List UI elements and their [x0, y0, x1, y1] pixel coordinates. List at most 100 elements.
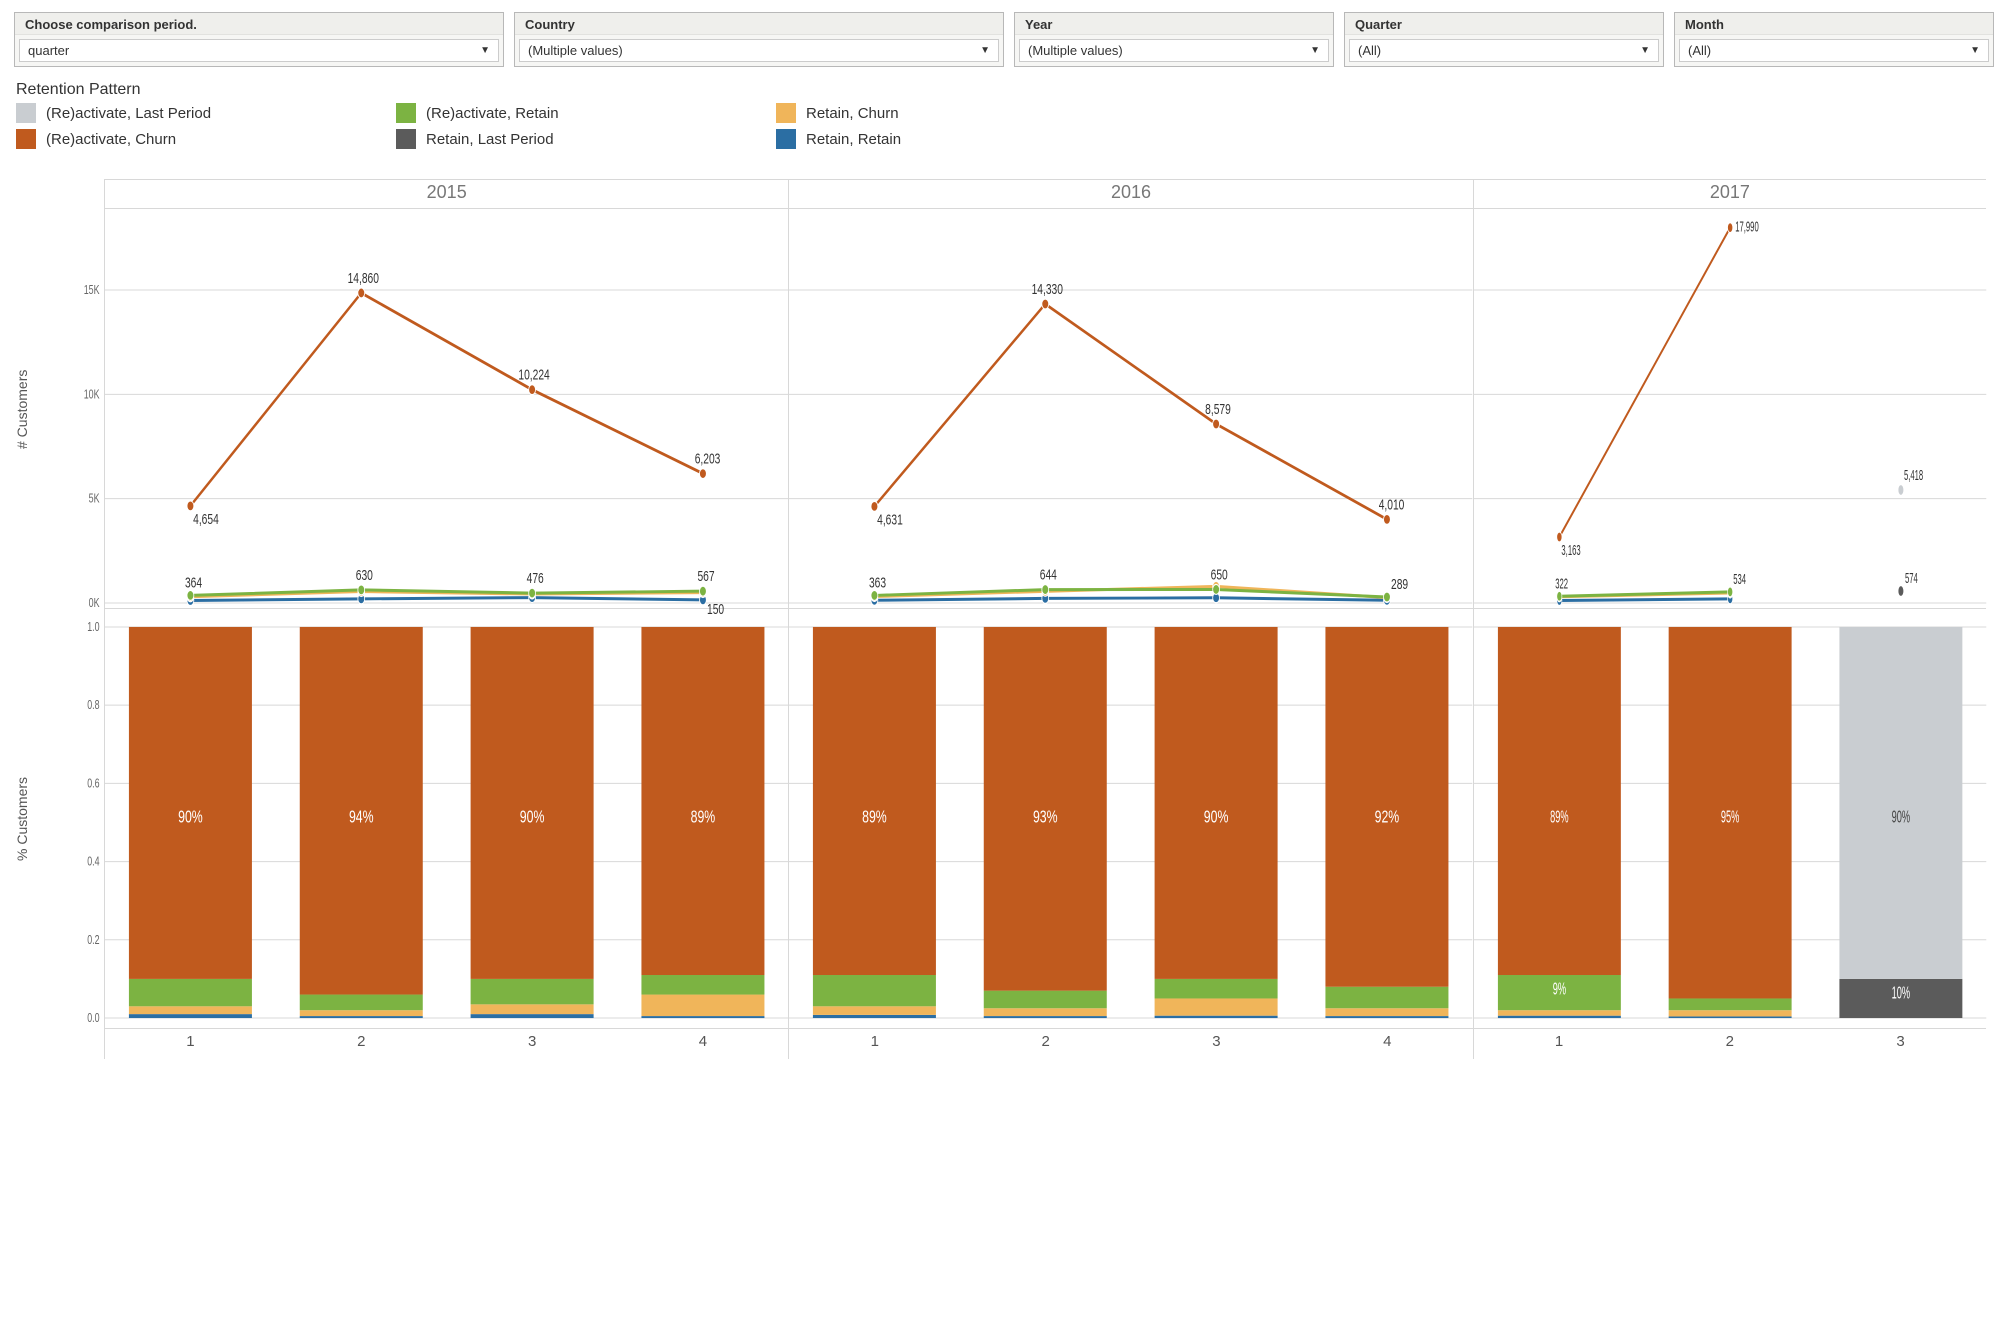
- svg-text:0.8: 0.8: [87, 699, 99, 713]
- svg-text:90%: 90%: [178, 807, 203, 827]
- filter-country: Country (Multiple values) ▼: [514, 12, 1004, 67]
- legend-item[interactable]: Retain, Retain: [776, 129, 1136, 149]
- filter-quarter: Quarter (All) ▼: [1344, 12, 1664, 67]
- year-header-row: 201520162017: [104, 179, 1986, 209]
- svg-text:10,224: 10,224: [518, 366, 549, 384]
- line-panel-2017: 5,4185743,16317,990322534: [1473, 209, 1986, 609]
- legend-item[interactable]: (Re)activate, Churn: [16, 129, 376, 149]
- svg-text:630: 630: [356, 566, 373, 584]
- legend-item[interactable]: Retain, Last Period: [396, 129, 756, 149]
- x-tick: 2: [1644, 1029, 1815, 1059]
- bar-panel-2015: 0.00.20.40.60.81.090%94%90%89%: [104, 609, 788, 1029]
- legend-title: Retention Pattern: [16, 81, 1986, 99]
- filter-month: Month (All) ▼: [1674, 12, 1994, 67]
- legend-swatch: [776, 129, 796, 149]
- filter-label: Choose comparison period.: [15, 13, 503, 35]
- svg-text:1.0: 1.0: [87, 620, 99, 634]
- filter-label: Quarter: [1345, 13, 1663, 35]
- filter-label: Year: [1015, 13, 1333, 35]
- legend-label: (Re)activate, Retain: [426, 105, 559, 122]
- svg-text:10%: 10%: [1891, 983, 1910, 1003]
- svg-text:90%: 90%: [1204, 807, 1229, 827]
- filter-label: Month: [1675, 13, 1993, 35]
- legend-label: Retain, Retain: [806, 131, 901, 148]
- filter-dropdown[interactable]: (All) ▼: [1349, 39, 1659, 62]
- filter-dropdown[interactable]: (Multiple values) ▼: [1019, 39, 1329, 62]
- svg-text:4,631: 4,631: [878, 510, 904, 528]
- svg-text:17,990: 17,990: [1735, 218, 1759, 236]
- legend-item[interactable]: Retain, Churn: [776, 103, 1136, 123]
- svg-text:364: 364: [185, 573, 202, 591]
- svg-text:574: 574: [1905, 569, 1918, 587]
- svg-text:3,163: 3,163: [1561, 541, 1580, 559]
- filter-dropdown[interactable]: (All) ▼: [1679, 39, 1989, 62]
- svg-text:90%: 90%: [520, 807, 545, 827]
- svg-text:0.6: 0.6: [87, 777, 99, 791]
- svg-text:94%: 94%: [349, 807, 374, 827]
- svg-text:476: 476: [527, 569, 544, 587]
- svg-text:8,579: 8,579: [1206, 400, 1232, 418]
- svg-text:14,860: 14,860: [348, 269, 379, 287]
- filter-value: (Multiple values): [528, 43, 623, 58]
- svg-text:289: 289: [1391, 575, 1408, 593]
- svg-text:6,203: 6,203: [695, 450, 721, 468]
- chevron-down-icon: ▼: [1640, 45, 1650, 56]
- bar-panel-2017: 89%9%95%90%10%: [1473, 609, 1986, 1029]
- svg-text:89%: 89%: [1550, 807, 1569, 827]
- filter-value: (All): [1688, 43, 1711, 58]
- legend-label: Retain, Churn: [806, 105, 899, 122]
- svg-text:4,654: 4,654: [193, 510, 219, 528]
- legend-swatch: [16, 103, 36, 123]
- legend-swatch: [16, 129, 36, 149]
- svg-text:10K: 10K: [84, 388, 100, 402]
- svg-text:567: 567: [697, 567, 714, 585]
- line-panel-2015: 0K5K10K15K4,65414,86010,2246,20336463047…: [104, 209, 788, 609]
- x-tick: 3: [447, 1029, 618, 1059]
- legend-item[interactable]: (Re)activate, Last Period: [16, 103, 376, 123]
- filter-choose-comparison-period-: Choose comparison period. quarter ▼: [14, 12, 504, 67]
- filter-value: quarter: [28, 43, 69, 58]
- dashboard: # Customers % Customers 201520162017 0K5…: [14, 179, 1986, 1059]
- bar-chart-row: 0.00.20.40.60.81.090%94%90%89%89%93%90%9…: [104, 609, 1986, 1029]
- svg-text:89%: 89%: [862, 807, 887, 827]
- filter-dropdown[interactable]: quarter ▼: [19, 39, 499, 62]
- x-tick: 3: [1815, 1029, 1986, 1059]
- filter-label: Country: [515, 13, 1003, 35]
- svg-text:644: 644: [1040, 566, 1057, 584]
- x-tick: 4: [1302, 1029, 1473, 1059]
- filter-dropdown[interactable]: (Multiple values) ▼: [519, 39, 999, 62]
- svg-text:14,330: 14,330: [1032, 280, 1063, 298]
- svg-text:90%: 90%: [1891, 807, 1910, 827]
- year-header: 2017: [1473, 179, 1986, 209]
- legend: (Re)activate, Last Period (Re)activate, …: [16, 103, 1986, 149]
- legend-label: (Re)activate, Last Period: [46, 105, 211, 122]
- svg-text:89%: 89%: [691, 807, 716, 827]
- year-header: 2015: [104, 179, 788, 209]
- svg-text:363: 363: [869, 573, 886, 591]
- x-axis-2016: 1234: [788, 1029, 1472, 1059]
- x-tick: 1: [1474, 1029, 1645, 1059]
- legend-swatch: [396, 103, 416, 123]
- x-tick: 1: [105, 1029, 276, 1059]
- legend-item[interactable]: (Re)activate, Retain: [396, 103, 756, 123]
- chevron-down-icon: ▼: [1970, 45, 1980, 56]
- x-tick: 2: [960, 1029, 1131, 1059]
- svg-text:534: 534: [1733, 570, 1746, 588]
- x-tick: 4: [618, 1029, 789, 1059]
- svg-text:0K: 0K: [89, 597, 100, 611]
- y-axis-label-top: # Customers: [14, 209, 104, 609]
- legend-swatch: [396, 129, 416, 149]
- svg-text:15K: 15K: [84, 284, 100, 298]
- svg-text:93%: 93%: [1033, 807, 1058, 827]
- x-axis-2015: 1234: [104, 1029, 788, 1059]
- chevron-down-icon: ▼: [480, 45, 490, 56]
- svg-text:5K: 5K: [89, 492, 100, 506]
- svg-text:0.4: 0.4: [87, 855, 99, 869]
- legend-swatch: [776, 103, 796, 123]
- svg-text:5,418: 5,418: [1904, 466, 1923, 484]
- svg-text:0.0: 0.0: [87, 1012, 99, 1026]
- filter-value: (Multiple values): [1028, 43, 1123, 58]
- x-tick: 2: [276, 1029, 447, 1059]
- svg-text:4,010: 4,010: [1379, 495, 1405, 513]
- filter-year: Year (Multiple values) ▼: [1014, 12, 1334, 67]
